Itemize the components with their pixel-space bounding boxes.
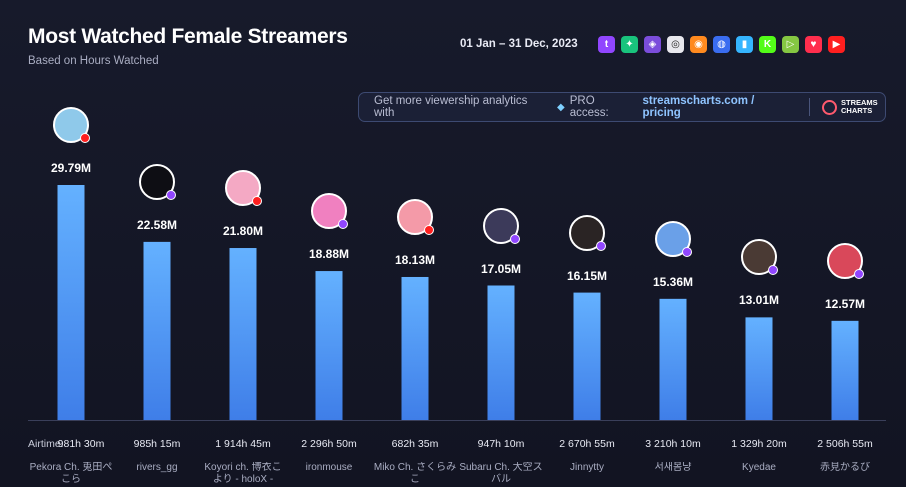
promo-divider [809,98,811,116]
category-label: rivers_gg [136,462,178,473]
bar-2[interactable] [143,241,171,420]
promo-text: Get more viewership analytics with [374,95,528,119]
bar-7[interactable] [573,292,601,420]
bar-1[interactable] [57,185,85,420]
airtime-value: 985h 15m [133,438,181,450]
diamond-icon: ◆ [557,101,565,113]
airtime-value: 947h 10m [477,438,525,450]
twitch-badge-icon [682,246,692,257]
category-label: 赤見かるび [820,462,870,473]
bar-9[interactable] [745,317,773,420]
airtime-value: 682h 35m [391,438,439,450]
value-label: 18.13M [394,252,436,267]
bar-10[interactable] [831,320,859,420]
value-label: 12.57M [824,296,866,311]
category-label: Miko Ch. さくらみこ [373,462,457,485]
value-label: 21.80M [222,224,264,239]
twitch-badge-icon [768,265,778,276]
airtime-value: 3 210h 10m [645,438,701,450]
airtime-value: 2 670h 55m [559,438,615,450]
promo-pro: PRO access: [569,95,609,119]
page-title: Most Watched Female Streamers [28,25,348,48]
bar-8[interactable] [659,298,687,420]
youtube-badge-icon [424,224,434,235]
category-label: ironmouse [305,462,353,473]
streamer-avatar[interactable] [311,193,347,230]
value-label: 22.58M [136,217,178,232]
twitch-icon[interactable]: t [598,36,615,53]
brand-name: STREAMS CHARTS [841,98,878,115]
value-label: 13.01M [738,293,780,308]
bar-6[interactable] [487,285,515,420]
airtime-axis-label: Airtime: [28,438,64,450]
category-label: Jinnytty [570,462,604,473]
bar-3[interactable] [229,248,257,420]
page-subtitle: Based on Hours Watched [28,55,159,67]
chart-baseline [28,420,886,421]
bar-5[interactable] [401,276,429,420]
category-label: Kyedae [742,462,776,473]
platform-filter: t ✦ ◈ ◎ ◉ ◍ ▮ K ▷ ♥ ▶ [598,36,845,53]
heart-icon[interactable]: ♥ [805,36,822,53]
value-label: 15.36M [652,274,694,289]
twitch-badge-icon [166,189,176,200]
trovo-icon[interactable]: ✦ [621,36,638,53]
youtube-icon[interactable]: ▶ [828,36,845,53]
category-label: Pekora Ch. 兎田ぺこら [29,462,113,485]
youtube-badge-icon [80,133,90,143]
category-label: Koyori ch. 博衣こより - holoX - [204,462,282,485]
kick-alt-icon[interactable]: ◈ [644,36,661,53]
twitch-badge-icon [854,268,864,279]
promo-link[interactable]: streamscharts.com / pricing [642,95,755,119]
afreecatv-icon[interactable]: ◉ [690,36,707,53]
mixer-icon[interactable]: ◍ [713,36,730,53]
streams-charts-logo-icon [822,99,838,115]
airtime-value: 981h 30m [57,438,105,450]
twitch-badge-icon [596,240,606,251]
airtime-value: 1 914h 45m [215,438,271,450]
category-label: 서새봄냥 [654,462,692,473]
rumble-icon[interactable]: ▷ [782,36,799,53]
value-label: 18.88M [308,247,350,262]
value-label: 16.15M [566,268,608,283]
youtube-badge-icon [252,196,262,207]
promo-banner[interactable]: Get more viewership analytics with ◆ PRO… [358,92,886,122]
value-label: 29.79M [50,161,92,175]
twitch-badge-icon [510,233,520,244]
nimo-icon[interactable]: ▮ [736,36,753,53]
ghost-icon[interactable]: ◎ [667,36,684,53]
value-label: 17.05M [480,261,522,276]
date-range[interactable]: 01 Jan – 31 Dec, 2023 [460,38,578,50]
airtime-value: 2 296h 50m [301,438,357,450]
brand-logo: STREAMS CHARTS [822,99,885,115]
kick-icon[interactable]: K [759,36,776,53]
airtime-value: 1 329h 20m [731,438,787,450]
airtime-value: 2 506h 55m [817,438,873,450]
twitch-badge-icon [338,219,348,230]
bar-4[interactable] [315,271,343,420]
category-label: Subaru Ch. 大空スバル [459,462,543,485]
